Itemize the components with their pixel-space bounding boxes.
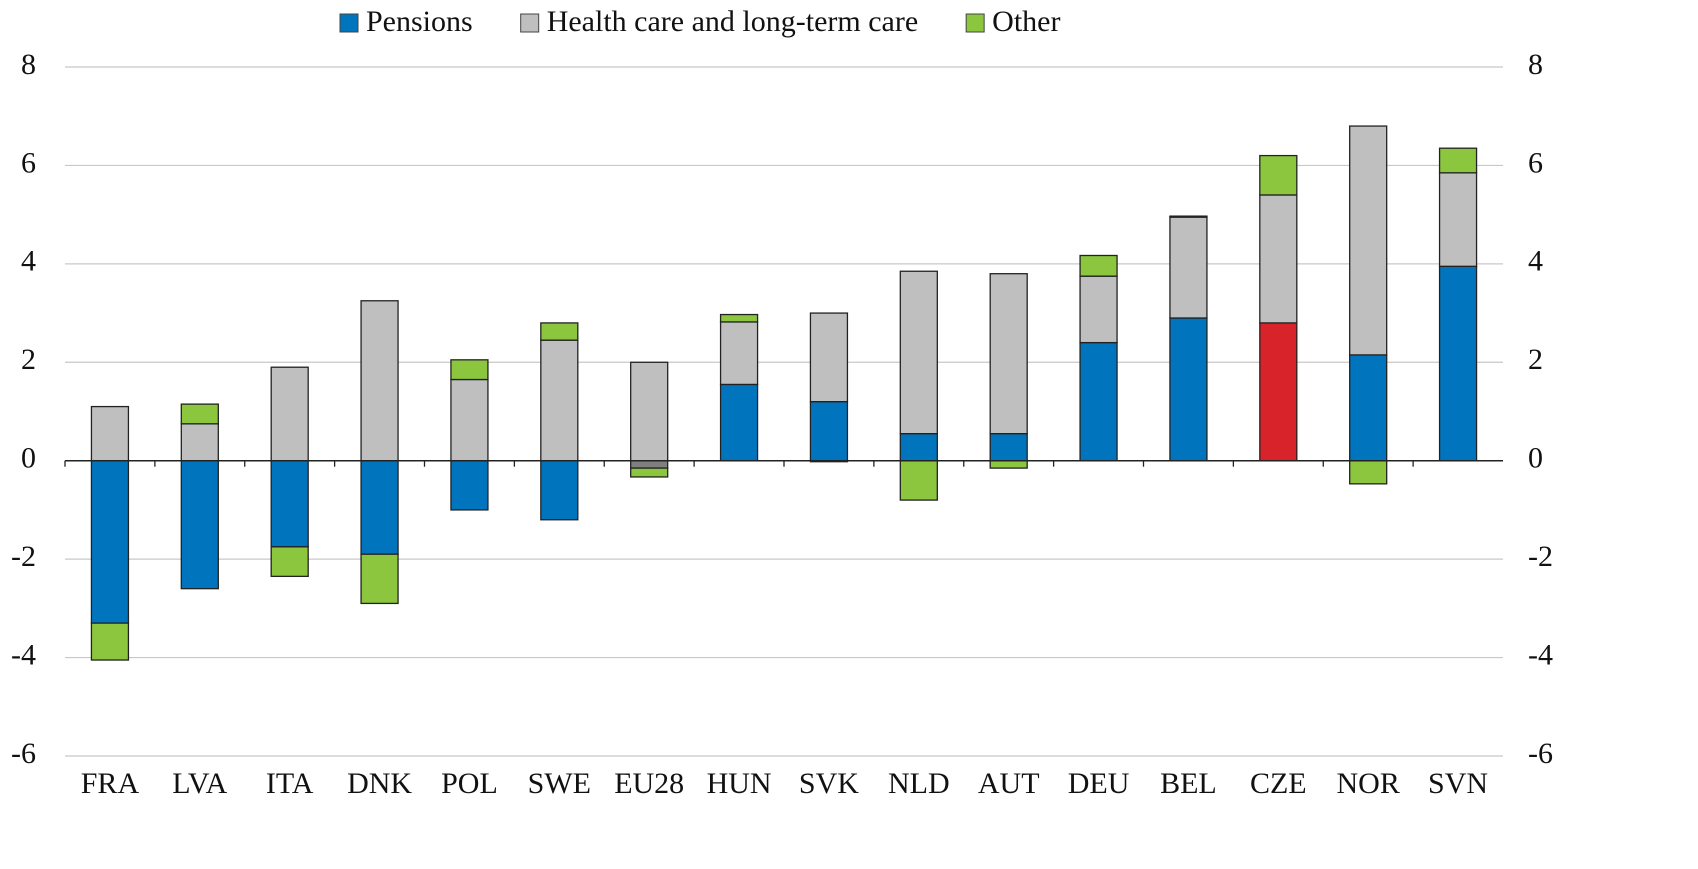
y2-tick-label: 0 (1528, 442, 1543, 475)
bar-segment (719, 313, 759, 323)
bar-segment (630, 361, 669, 462)
bar-segment (1438, 265, 1478, 462)
x-tick-label: AUT (978, 767, 1040, 800)
y-tick-label: 0 (21, 442, 36, 475)
x-tick-label: SVN (1428, 767, 1488, 800)
y2-tick-label: 2 (1528, 343, 1543, 376)
x-tick-label: SWE (528, 767, 591, 800)
bar-segment (180, 423, 219, 462)
bar-segment (1349, 354, 1388, 462)
x-tick-label: SVK (799, 767, 859, 800)
x-tick-label: CZE (1250, 767, 1307, 800)
bar-segment (270, 546, 309, 578)
legend-label: Other (992, 5, 1060, 38)
bar-segment (809, 312, 849, 403)
bar-segment (1079, 341, 1118, 462)
bar-segment (1438, 172, 1478, 267)
y-tick-label: -6 (11, 737, 36, 770)
bar-segment (90, 622, 130, 661)
bar-segment (540, 322, 579, 341)
y2-tick-label: 8 (1528, 48, 1543, 81)
bar-segment (450, 359, 489, 381)
bar-segment (90, 460, 130, 624)
bar-segment (1349, 460, 1388, 485)
bar-segment (989, 432, 1028, 462)
y-tick-label: 4 (21, 245, 36, 278)
bar-segment (360, 553, 399, 605)
y-tick-label: 2 (21, 343, 36, 376)
bar-segment (630, 460, 669, 469)
y-tick-label: 6 (21, 146, 36, 179)
bar-segment (1259, 194, 1298, 324)
y2-tick-label: 6 (1528, 146, 1543, 179)
bar-segment (989, 460, 1028, 469)
x-tick-label: EU28 (614, 767, 684, 800)
legend-swatch (520, 13, 540, 33)
y-tick-label: -2 (11, 540, 36, 573)
bar-segment (1169, 215, 1208, 218)
bar-segment (90, 405, 130, 462)
bar-segment (899, 270, 938, 435)
bar-segment (450, 460, 489, 511)
bar-segment (270, 366, 309, 462)
legend-label: Health care and long-term care (547, 5, 918, 38)
legend-swatch (965, 13, 985, 33)
bar-segment (809, 401, 849, 462)
bar-segment (1438, 147, 1478, 174)
y-tick-label: -4 (11, 638, 36, 671)
y2-tick-label: -4 (1528, 638, 1553, 671)
y2-tick-label: -6 (1528, 737, 1553, 770)
bar-segment (989, 273, 1028, 435)
legend-label: Pensions (366, 5, 473, 38)
x-tick-label: HUN (707, 767, 772, 800)
bar-segment (1259, 154, 1298, 196)
bar-segment (1259, 322, 1298, 462)
bar-segment (450, 378, 489, 462)
x-tick-label: NOR (1337, 767, 1400, 800)
x-tick-label: NLD (888, 767, 950, 800)
y-tick-label: 8 (21, 48, 36, 81)
bar-segment (1169, 317, 1208, 462)
bar-segment (540, 460, 579, 521)
x-tick-label: BEL (1160, 767, 1217, 800)
bar-segment (540, 339, 579, 462)
bar-segment (180, 460, 219, 590)
x-tick-label: ITA (266, 767, 314, 800)
bar-segment (1079, 254, 1118, 277)
bar-segment (360, 460, 399, 555)
x-tick-label: DNK (347, 767, 412, 800)
bar-segment (1169, 216, 1208, 319)
bar-segment (719, 383, 759, 462)
bar-segment (360, 300, 399, 462)
bar-segment (899, 460, 938, 501)
x-tick-label: POL (441, 767, 498, 800)
bar-segment (270, 460, 309, 548)
bar-segment (630, 467, 669, 478)
bar-segment (1349, 125, 1388, 356)
x-tick-label: DEU (1068, 767, 1130, 800)
bar-segment (899, 432, 938, 462)
bar-segment (719, 321, 759, 386)
legend-swatch (339, 13, 359, 33)
bar-segment (1079, 275, 1118, 344)
x-tick-label: FRA (81, 767, 140, 800)
bar-segment (180, 403, 219, 425)
y2-tick-label: 4 (1528, 245, 1543, 278)
x-tick-label: LVA (172, 767, 227, 800)
y2-tick-label: -2 (1528, 540, 1553, 573)
